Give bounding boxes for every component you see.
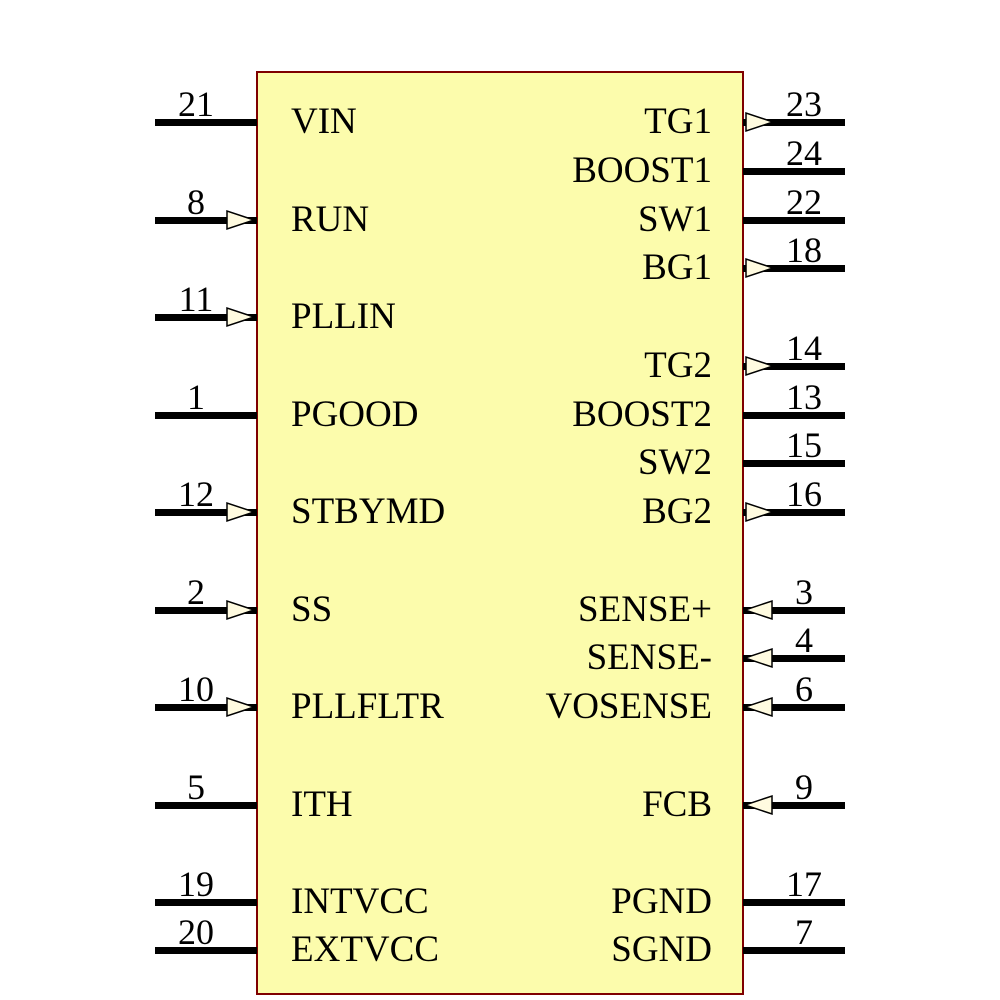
pin-arrow-left-icon: [742, 599, 773, 621]
pin-boost1-number: 24: [786, 133, 822, 173]
pin-tg1-number: 23: [786, 84, 822, 124]
pin-ss-line: [155, 607, 257, 614]
pin-sense-plus-number: 3: [795, 572, 813, 612]
pin-bg1-line: [743, 265, 845, 272]
pin-sw1-line: [743, 217, 845, 224]
pin-pllin-label: PLLIN: [291, 296, 396, 337]
pin-boost1-label: BOOST1: [572, 150, 712, 191]
pin-bg2-line: [743, 509, 845, 516]
pin-pgnd-label: PGND: [611, 881, 712, 922]
pin-run-number: 8: [187, 182, 205, 222]
pin-vosense-label: VOSENSE: [545, 686, 712, 727]
pin-arrow-right-icon: [226, 306, 257, 328]
pin-arrow-left-icon: [742, 794, 773, 816]
pin-vosense-line: [743, 704, 845, 711]
pin-pgood-line: [155, 412, 257, 419]
pin-sw2-line: [743, 460, 845, 467]
pin-pgood-label: PGOOD: [291, 394, 419, 435]
pin-tg1-label: TG1: [644, 101, 712, 142]
pin-fcb-label: FCB: [642, 784, 712, 825]
pin-arrow-left-icon: [742, 696, 773, 718]
pin-vin-number: 21: [178, 84, 214, 124]
pin-pllfltr-label: PLLFLTR: [291, 686, 444, 727]
pin-sense-minus-number: 4: [795, 620, 813, 660]
pin-bg2-label: BG2: [642, 491, 712, 532]
pin-arrow-right-icon: [745, 111, 776, 133]
pin-bg1-label: BG1: [642, 247, 712, 288]
pin-arrow-right-icon: [226, 599, 257, 621]
pin-pgnd-line: [743, 899, 845, 906]
pin-vin-line: [155, 119, 257, 126]
pin-pgnd-number: 17: [786, 864, 822, 904]
pin-run-label: RUN: [291, 199, 370, 240]
pin-bg2-number: 16: [786, 474, 822, 514]
pin-stbymd-label: STBYMD: [291, 491, 446, 532]
pin-tg1-line: [743, 119, 845, 126]
pin-fcb-number: 9: [795, 767, 813, 807]
pin-sw2-label: SW2: [638, 442, 712, 483]
pin-tg2-line: [743, 363, 845, 370]
pin-ith-line: [155, 802, 257, 809]
pin-pllfltr-line: [155, 704, 257, 711]
pin-intvcc-line: [155, 899, 257, 906]
pin-tg2-number: 14: [786, 328, 822, 368]
pin-sense-minus-line: [743, 655, 845, 662]
pin-ss-number: 2: [187, 572, 205, 612]
pin-stbymd-line: [155, 509, 257, 516]
pin-pgood-number: 1: [187, 377, 205, 417]
pin-pllin-number: 11: [178, 279, 214, 319]
pin-sgnd-label: SGND: [611, 929, 712, 970]
pin-vin-label: VIN: [291, 101, 357, 142]
pin-sgnd-number: 7: [795, 912, 813, 952]
pin-arrow-right-icon: [745, 355, 776, 377]
pin-intvcc-label: INTVCC: [291, 881, 429, 922]
pin-tg2-label: TG2: [644, 345, 712, 386]
pin-ith-number: 5: [187, 767, 205, 807]
pin-sw2-number: 15: [786, 425, 822, 465]
pin-sgnd-line: [743, 947, 845, 954]
pin-pllin-line: [155, 314, 257, 321]
pin-boost1-line: [743, 168, 845, 175]
component-body: [256, 71, 744, 995]
pin-extvcc-label: EXTVCC: [291, 929, 439, 970]
pin-boost2-number: 13: [786, 377, 822, 417]
pin-ith-label: ITH: [291, 784, 353, 825]
pin-extvcc-line: [155, 947, 257, 954]
pin-sense-plus-line: [743, 607, 845, 614]
pin-arrow-left-icon: [742, 647, 773, 669]
pin-intvcc-number: 19: [178, 864, 214, 904]
pin-extvcc-number: 20: [178, 912, 214, 952]
pin-bg1-number: 18: [786, 230, 822, 270]
pin-arrow-right-icon: [226, 209, 257, 231]
pin-sw1-number: 22: [786, 182, 822, 222]
pin-boost2-label: BOOST2: [572, 394, 712, 435]
pin-vosense-number: 6: [795, 669, 813, 709]
pin-pllfltr-number: 10: [178, 669, 214, 709]
pin-run-line: [155, 217, 257, 224]
pin-ss-label: SS: [291, 589, 333, 630]
pin-stbymd-number: 12: [178, 474, 214, 514]
pin-boost2-line: [743, 412, 845, 419]
pin-arrow-right-icon: [745, 501, 776, 523]
pin-fcb-line: [743, 802, 845, 809]
pin-sense-plus-label: SENSE+: [578, 589, 712, 630]
pin-sw1-label: SW1: [638, 199, 712, 240]
pin-arrow-right-icon: [226, 501, 257, 523]
pin-arrow-right-icon: [226, 696, 257, 718]
pin-arrow-right-icon: [745, 257, 776, 279]
pin-sense-minus-label: SENSE-: [586, 637, 712, 678]
